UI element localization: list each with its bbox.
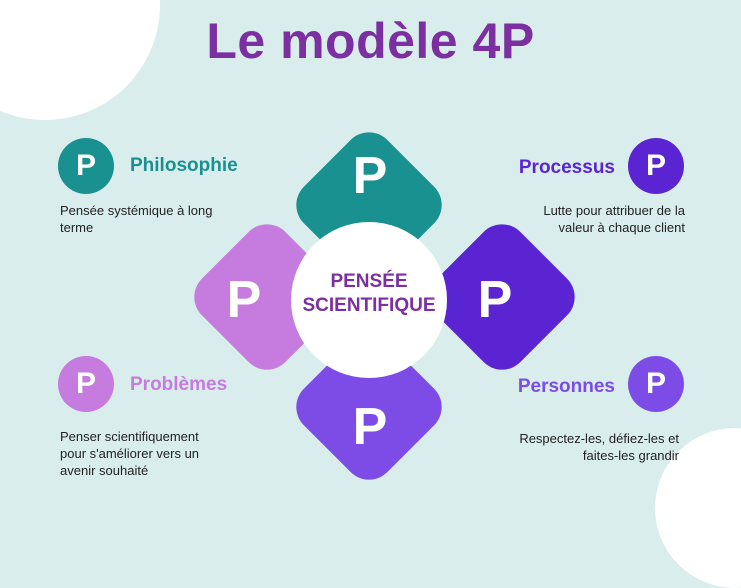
desc-problemes: Penser scientifiquement pour s'améliorer…	[60, 428, 199, 479]
desc-philosophie: Pensée systémique à long terme	[60, 202, 212, 236]
desc-problemes-line3: avenir souhaité	[60, 463, 149, 478]
center-label: PENSÉE SCIENTIFIQUE	[291, 270, 447, 318]
desc-problemes-line2: pour s'améliorer vers un	[60, 446, 200, 461]
desc-processus-line1: Lutte pour attribuer de la	[543, 203, 685, 218]
desc-philosophie-line1: Pensée systémique à long	[60, 203, 213, 218]
badge-philosophie: P	[58, 138, 114, 194]
center-circle	[291, 222, 447, 378]
desc-personnes-line1: Respectez-les, défiez-les et	[519, 431, 679, 446]
desc-problemes-line1: Penser scientifiquement	[60, 429, 199, 444]
badge-processus: P	[628, 138, 684, 194]
page-title: Le modèle 4P	[206, 13, 535, 69]
title-problemes: Problèmes	[130, 374, 228, 395]
petal-left-letter: P	[226, 271, 262, 329]
petal-bottom-letter: P	[352, 398, 388, 456]
center-label-line2: SCIENTIFIQUE	[302, 295, 436, 316]
title-personnes: Personnes	[517, 376, 615, 397]
desc-personnes: Respectez-les, défiez-les et faites-les …	[480, 430, 679, 464]
badge-problemes: P	[58, 356, 114, 412]
petal-top-letter: P	[352, 147, 388, 205]
title-processus: Processus	[518, 157, 615, 178]
petal-right-letter: P	[477, 271, 513, 329]
desc-processus-line2: valeur à chaque client	[558, 220, 685, 235]
title-philosophie: Philosophie	[130, 155, 238, 176]
desc-personnes-line2: faites-les grandir	[582, 448, 679, 463]
desc-processus: Lutte pour attribuer de la valeur à chaq…	[490, 202, 685, 236]
badge-personnes: P	[628, 356, 684, 412]
desc-philosophie-line2: terme	[60, 220, 94, 235]
center-label-line1: PENSÉE	[330, 271, 408, 292]
